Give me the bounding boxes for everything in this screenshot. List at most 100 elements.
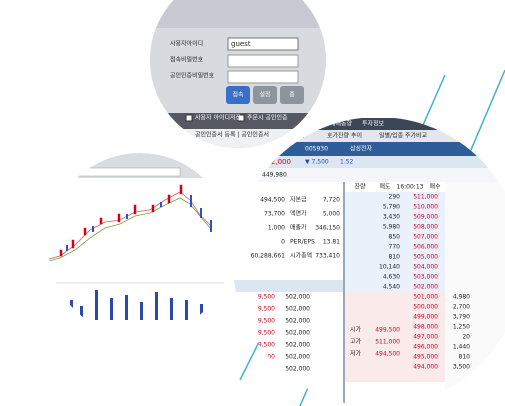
menu-item: 매매동향	[330, 120, 353, 128]
stat-label: 시가	[350, 326, 362, 334]
checkbox-label: 사용자 아이디저장	[195, 114, 242, 122]
trade-price: 502,000	[285, 318, 310, 325]
info-cell: 13.81	[323, 239, 340, 246]
stat-value: 511,000	[375, 339, 400, 346]
rate: 1.52	[340, 159, 354, 166]
bid-volume: 810	[459, 354, 471, 361]
button-label: 설정	[259, 91, 270, 99]
bid-volume: 20	[462, 334, 470, 341]
book-header: 매수	[429, 183, 441, 191]
bid-price: 496,000	[413, 344, 438, 351]
trade-price: 502,000	[285, 330, 310, 337]
info-cell: 매출가	[290, 224, 307, 232]
stock-name: 삼성전자	[350, 145, 373, 153]
info-cell: 346,150	[315, 225, 340, 232]
bid-volume: 4,980	[453, 294, 470, 301]
info-cell: 73,700	[264, 211, 285, 218]
trade-volume: 9,500	[258, 330, 275, 337]
ask-volume: 3,430	[383, 214, 400, 221]
bid-price: 494,000	[413, 364, 438, 371]
bid-volume: 3,790	[453, 314, 470, 321]
book-header: 매도	[379, 183, 391, 191]
connect-button[interactable]	[226, 86, 250, 104]
ask-price: 506,000	[413, 244, 438, 251]
stat-value: 499,500	[375, 327, 400, 334]
book-header: 잔량	[354, 183, 366, 191]
trade-price: 502,000	[285, 294, 310, 301]
ask-price: 510,000	[413, 204, 438, 211]
book-header: 16:00:13	[397, 184, 424, 191]
trade-price: 502,000	[285, 306, 310, 313]
ask-price: 502,000	[413, 284, 438, 291]
ask-price: 505,000	[413, 254, 438, 261]
info-cell: 5,000	[323, 211, 340, 218]
stat-label: 저가	[350, 350, 362, 358]
ask-price: 511,000	[413, 194, 438, 201]
trade-volume: 9,500	[258, 354, 275, 361]
info-cell: 60,288,661	[251, 253, 286, 260]
ask-volume: 290	[389, 194, 401, 201]
bid-volume: 1,440	[453, 344, 470, 351]
info-cell: 0	[281, 239, 285, 246]
ask-price: 503,000	[413, 274, 438, 281]
info-cell: 1,000	[268, 225, 285, 232]
bid-volume: 2,700	[453, 304, 470, 311]
button-label: 종	[289, 92, 295, 99]
bid-price: 500,000	[413, 304, 438, 311]
info-cell: 시가총액	[290, 252, 312, 260]
price: 502,000	[262, 158, 291, 166]
ask-price: 509,000	[413, 214, 438, 221]
info-cell: 494,500	[260, 197, 285, 204]
ask-volume: 10,140	[379, 264, 400, 271]
exit-button[interactable]	[280, 86, 304, 104]
trade-price: 502,000	[285, 354, 310, 361]
ask-volume: 5,980	[383, 224, 400, 231]
ask-volume: 850	[389, 234, 401, 241]
change: ▼ 7,500	[305, 159, 329, 166]
trade-volume: 9,500	[258, 342, 275, 349]
bid-price: 498,000	[413, 324, 438, 331]
trade-volume: 9,500	[258, 294, 275, 301]
trade-volume: 9,500	[258, 318, 275, 325]
trade-price: 502,000	[285, 342, 310, 349]
info-cell: 733,410	[315, 253, 340, 260]
tab: 호가잔량 추이	[327, 132, 362, 140]
bid-price: 497,000	[413, 334, 438, 341]
trade-volume: 9,500	[258, 306, 275, 313]
ask-volume: 4,540	[383, 284, 400, 291]
checkbox-label: 주문시 공인인증	[247, 115, 288, 122]
stat-value: 494,500	[375, 351, 400, 358]
trade-price: 502,000	[285, 366, 310, 373]
bid-price: 499,000	[413, 314, 438, 321]
ask-volume: 5,790	[383, 204, 400, 211]
settings-button[interactable]	[253, 86, 277, 104]
info-cell: 액면가	[290, 210, 307, 218]
ask-volume: 4,630	[383, 274, 400, 281]
ask-price: 508,000	[413, 224, 438, 231]
info-cell: 7,720	[323, 197, 340, 204]
chart-panel	[48, 153, 232, 337]
field-label: 공인인증비밀번호	[170, 72, 215, 80]
stock-code: 005930	[305, 146, 328, 153]
bid-volume: 1,250	[453, 324, 470, 331]
user-id: guest	[231, 40, 251, 48]
field-label: 접속비밀번호	[170, 56, 204, 64]
ask-volume: 810	[389, 254, 401, 261]
stat-label: 고가	[350, 338, 362, 346]
footer: 공인인증서 등록 | 공인인증서	[195, 131, 269, 139]
ask-price: 504,000	[413, 264, 438, 271]
ask-price: 507,000	[413, 234, 438, 241]
bid-price: 501,000	[413, 294, 438, 301]
bid-volume: 3,500	[453, 364, 470, 371]
ask-volume: 770	[389, 244, 401, 251]
trade-volume: 9,500	[258, 366, 275, 373]
info-cell: PER/EPS	[290, 239, 315, 246]
info-cell: 자본금	[290, 196, 307, 204]
button-label: 접속	[232, 91, 244, 99]
menu-item: 투자정보	[362, 120, 385, 128]
bid-price: 495,000	[413, 354, 438, 361]
volume: 449,980	[262, 172, 287, 179]
